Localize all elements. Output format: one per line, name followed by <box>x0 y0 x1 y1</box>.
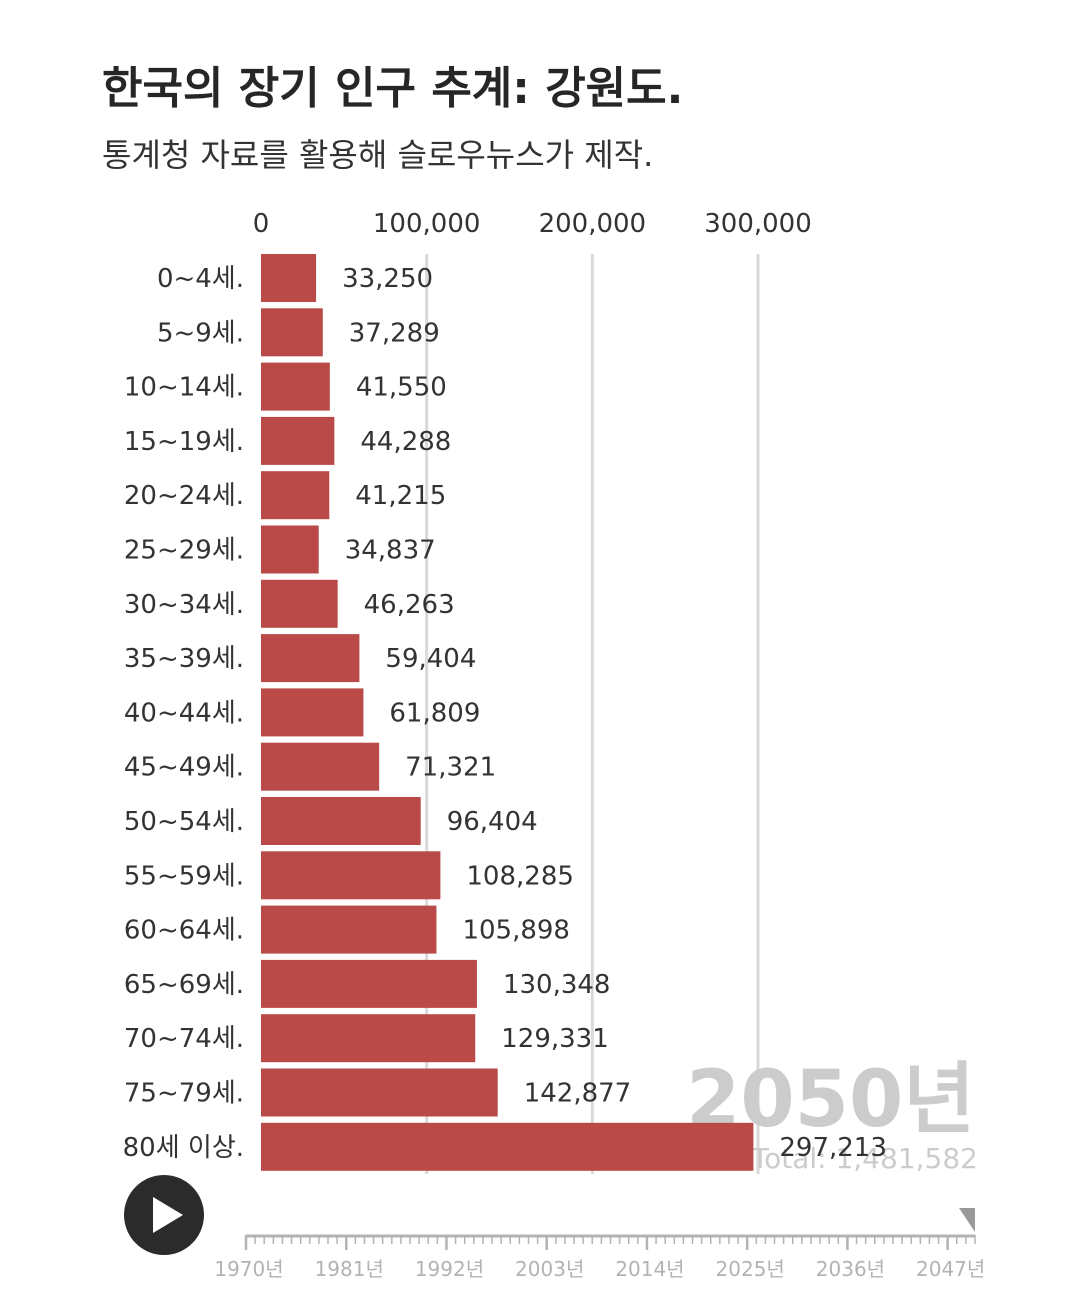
category-label: 25~29세. <box>124 536 244 566</box>
category-label: 30~34세. <box>124 590 244 620</box>
value-label: 46,263 <box>364 590 455 620</box>
timeline-year-label[interactable]: 2003년 <box>515 1257 584 1281</box>
bar <box>261 905 437 954</box>
category-label: 40~44세. <box>124 698 244 728</box>
play-button[interactable] <box>124 1175 204 1255</box>
value-label: 59,404 <box>385 644 476 674</box>
timeline-year-label[interactable]: 1992년 <box>415 1257 484 1281</box>
value-label: 41,215 <box>355 481 446 511</box>
category-label: 20~24세. <box>124 481 244 511</box>
timeline-year-label[interactable]: 2036년 <box>816 1257 885 1281</box>
bar <box>261 416 335 465</box>
category-label: 80세 이상. <box>123 1133 244 1163</box>
timeline-year-label[interactable]: 1970년 <box>214 1257 283 1281</box>
value-label: 297,213 <box>779 1133 887 1163</box>
category-label: 50~54세. <box>124 807 244 837</box>
category-label: 55~59세. <box>124 861 244 891</box>
x-tick-label: 0 <box>253 209 270 239</box>
category-label: 65~69세. <box>124 970 244 1000</box>
category-label: 60~64세. <box>124 916 244 946</box>
bar <box>261 1014 476 1063</box>
bar <box>261 362 330 411</box>
timeline-year-label[interactable]: 2047년 <box>916 1257 985 1281</box>
timeline-handle[interactable] <box>959 1208 975 1232</box>
value-label: 130,348 <box>503 970 611 1000</box>
category-label: 45~49세. <box>124 753 244 783</box>
bar <box>261 688 364 737</box>
category-label: 10~14세. <box>124 373 244 403</box>
bar <box>261 579 338 628</box>
bar <box>261 959 477 1008</box>
value-label: 41,550 <box>356 373 447 403</box>
value-label: 33,250 <box>342 264 433 294</box>
x-tick-label: 100,000 <box>373 209 481 239</box>
value-label: 37,289 <box>349 318 440 348</box>
bar <box>261 471 330 520</box>
timeline-year-label[interactable]: 1981년 <box>315 1257 384 1281</box>
bar <box>261 634 360 683</box>
bar <box>261 797 421 845</box>
category-label: 70~74세. <box>124 1024 244 1054</box>
bar <box>261 1122 754 1171</box>
value-label: 34,837 <box>345 536 436 566</box>
x-tick-label: 200,000 <box>539 209 647 239</box>
bar <box>261 851 441 900</box>
bar <box>261 525 319 574</box>
play-icon <box>153 1197 183 1233</box>
bar <box>261 254 317 302</box>
category-label: 75~79세. <box>124 1079 244 1109</box>
chart-subtitle: 통계청 자료를 활용해 슬로우뉴스가 제작. <box>102 136 654 174</box>
category-label: 35~39세. <box>124 644 244 674</box>
value-label: 44,288 <box>360 427 451 457</box>
value-label: 108,285 <box>466 861 574 891</box>
value-label: 96,404 <box>447 807 538 837</box>
bar <box>261 742 380 791</box>
x-tick-label: 300,000 <box>704 209 812 239</box>
category-label: 0~4세. <box>157 264 244 294</box>
value-label: 105,898 <box>462 916 570 946</box>
chart-title: 한국의 장기 인구 추계: 강원도. <box>102 63 684 114</box>
bar <box>261 308 323 357</box>
category-label: 5~9세. <box>157 318 244 348</box>
timeline-year-label[interactable]: 2014년 <box>615 1257 684 1281</box>
value-label: 71,321 <box>405 753 496 783</box>
value-label: 142,877 <box>524 1079 632 1109</box>
timeline-year-label[interactable]: 2025년 <box>716 1257 785 1281</box>
value-label: 61,809 <box>389 698 480 728</box>
bar <box>261 1068 498 1117</box>
value-label: 129,331 <box>501 1024 609 1054</box>
total-watermark: Total: 1,481,582 <box>751 1142 978 1175</box>
category-label: 15~19세. <box>124 427 244 457</box>
